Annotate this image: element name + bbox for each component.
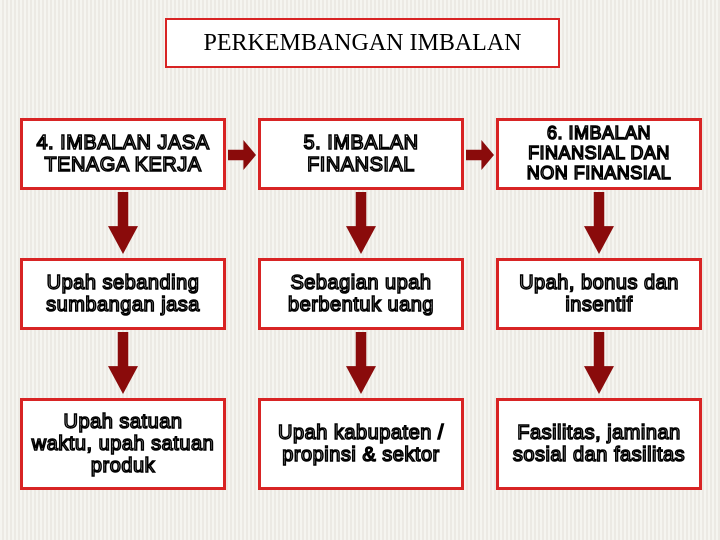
arrow-down-icon (346, 192, 376, 254)
arrow-down-icon (346, 332, 376, 394)
flowchart-node: Sebagian upah berbentuk uang (258, 258, 464, 330)
arrow-right-icon (228, 140, 256, 170)
node-label: Upah sebanding sumbangan jasa (31, 272, 215, 316)
node-label: 4. IMBALAN JASA TENAGA KERJA (31, 132, 215, 176)
arrow-down-icon (584, 332, 614, 394)
node-label: 6. IMBALAN FINANSIAL DAN NON FINANSIAL (507, 124, 691, 183)
arrow-right-icon (466, 140, 494, 170)
flowchart-node: Upah satuan waktu, upah satuan produk (20, 398, 226, 490)
flowchart-node: Upah sebanding sumbangan jasa (20, 258, 226, 330)
arrow-down-icon (584, 192, 614, 254)
node-label: Upah, bonus dan insentif (507, 272, 691, 316)
flowchart-node: Upah, bonus dan insentif (496, 258, 702, 330)
node-label: Upah satuan waktu, upah satuan produk (31, 411, 215, 477)
flowchart-node: 6. IMBALAN FINANSIAL DAN NON FINANSIAL (496, 118, 702, 190)
node-label: Fasilitas, jaminan sosial dan fasilitas (507, 422, 691, 466)
node-label: Upah kabupaten / propinsi & sektor (269, 422, 453, 466)
flowchart-node: Upah kabupaten / propinsi & sektor (258, 398, 464, 490)
arrow-down-icon (108, 332, 138, 394)
flowchart-node: 5. IMBALAN FINANSIAL (258, 118, 464, 190)
arrow-down-icon (108, 192, 138, 254)
flowchart-node: Fasilitas, jaminan sosial dan fasilitas (496, 398, 702, 490)
node-label: 5. IMBALAN FINANSIAL (269, 132, 453, 176)
flowchart-node: 4. IMBALAN JASA TENAGA KERJA (20, 118, 226, 190)
node-label: Sebagian upah berbentuk uang (269, 272, 453, 316)
diagram-title: PERKEMBANGAN IMBALAN (165, 18, 560, 68)
